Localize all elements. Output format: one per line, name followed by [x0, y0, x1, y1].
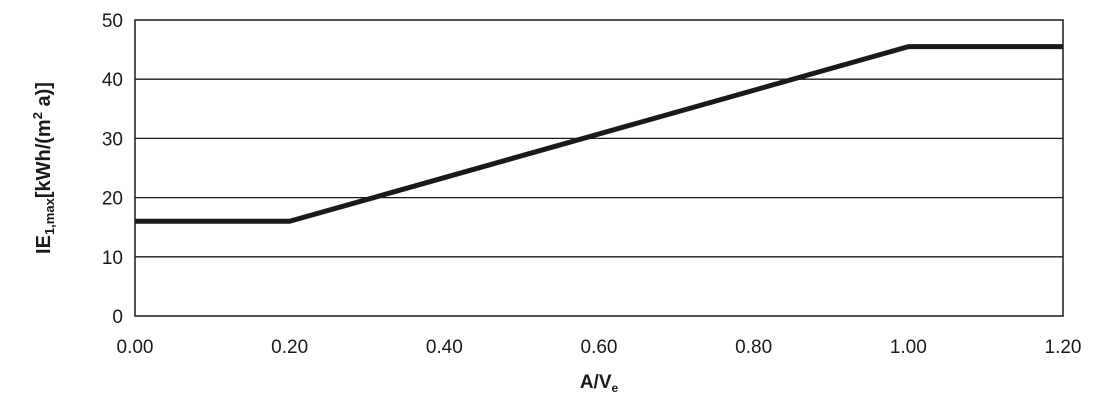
x-axis-label-main: A/V [580, 372, 612, 393]
y-tick-label: 10 [102, 248, 123, 269]
y-axis-label-unit: [kWh/(m [33, 119, 55, 198]
y-axis-label-sub: 1,max [42, 197, 57, 235]
y-tick-label: 40 [102, 70, 123, 91]
grid-lines [135, 78, 1063, 258]
series [135, 44, 1063, 224]
plot-frame [134, 19, 1064, 317]
y-tick-label: 20 [102, 189, 123, 210]
y-axis-label: IE1,max[kWh/(m2 a)] [30, 82, 57, 254]
y-tick-label: 0 [112, 307, 123, 328]
y-axis-label-unit-end: a)] [33, 82, 55, 112]
x-tick-labels: 0.00 0.20 0.40 0.60 0.80 1.00 1.20 [117, 337, 1082, 358]
x-tick-label: 0.00 [117, 337, 154, 358]
y-tick-labels: 0 10 20 30 40 50 [102, 11, 123, 328]
y-axis-label-main: IE [33, 235, 55, 254]
x-axis-label: A/Ve [580, 372, 619, 394]
x-tick-label: 0.20 [271, 337, 308, 358]
y-axis-label-unit-sup: 2 [30, 112, 45, 119]
series-line [135, 44, 1063, 224]
x-tick-label: 1.20 [1045, 337, 1082, 358]
x-tick-label: 0.80 [735, 337, 772, 358]
x-tick-label: 1.00 [890, 337, 927, 358]
y-tick-label: 30 [102, 129, 123, 150]
x-axis-label-sub: e [612, 381, 619, 394]
x-tick-label: 0.40 [426, 337, 463, 358]
x-tick-label: 0.60 [581, 337, 618, 358]
y-tick-label: 50 [102, 11, 123, 32]
